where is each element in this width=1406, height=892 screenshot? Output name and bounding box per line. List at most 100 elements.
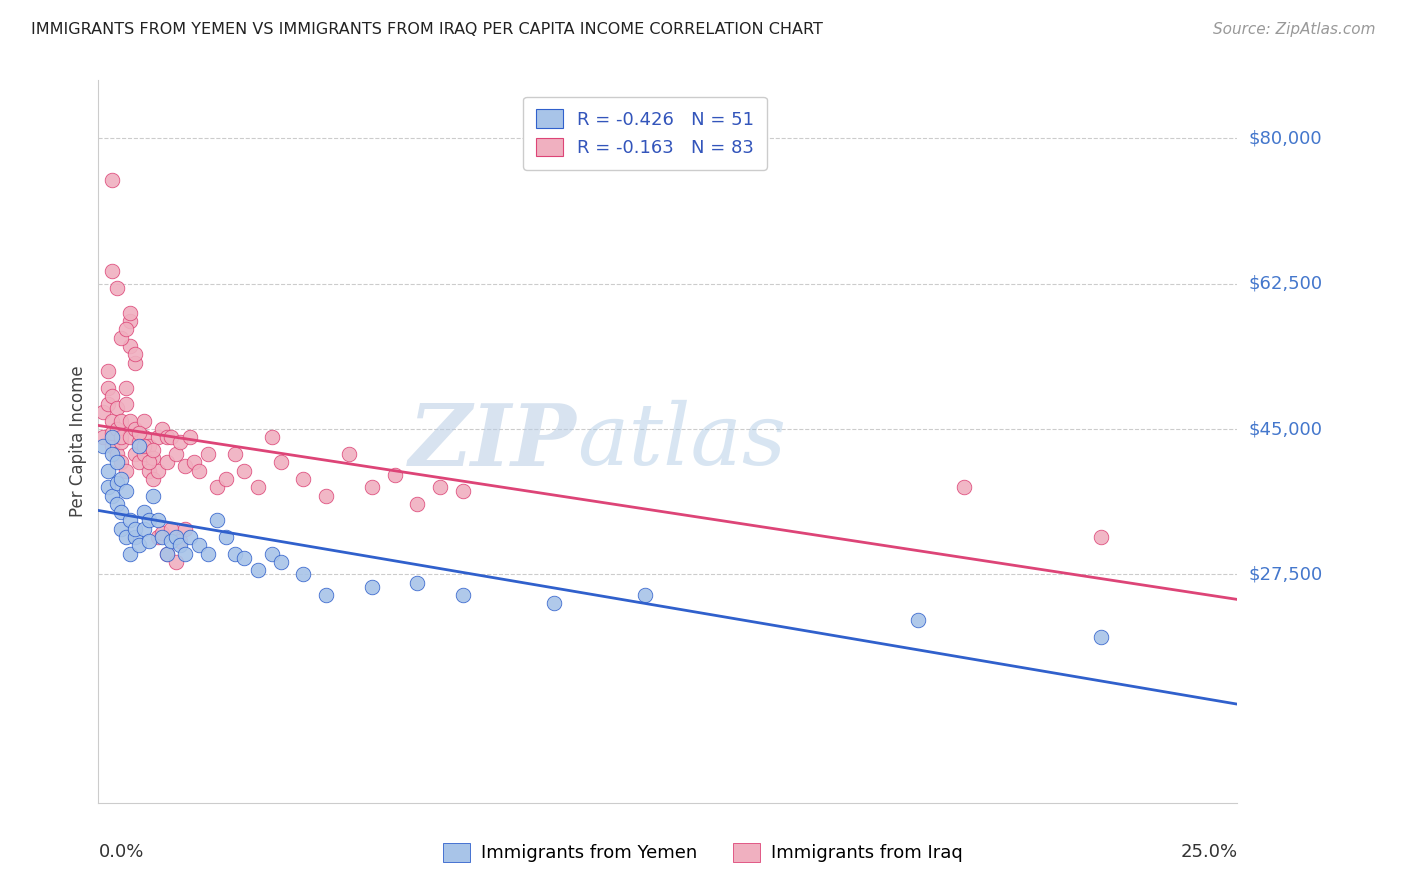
Point bbox=[165, 447, 187, 461]
Point bbox=[124, 347, 146, 361]
Point bbox=[110, 434, 132, 449]
Point bbox=[128, 426, 150, 441]
Point bbox=[120, 314, 142, 328]
Point bbox=[132, 447, 155, 461]
Point bbox=[114, 397, 136, 411]
Point bbox=[150, 422, 173, 436]
Point bbox=[174, 459, 197, 474]
Point bbox=[110, 414, 132, 428]
Point bbox=[292, 567, 315, 582]
Point bbox=[292, 472, 315, 486]
Point bbox=[187, 538, 209, 552]
Point bbox=[246, 480, 269, 494]
Text: atlas: atlas bbox=[576, 401, 786, 483]
Point bbox=[110, 331, 132, 345]
Point bbox=[360, 580, 382, 594]
Point bbox=[124, 447, 146, 461]
Point bbox=[156, 430, 179, 444]
Point bbox=[120, 339, 142, 353]
Text: $45,000: $45,000 bbox=[1249, 420, 1323, 438]
Point bbox=[197, 447, 219, 461]
Y-axis label: Per Capita Income: Per Capita Income bbox=[69, 366, 87, 517]
Text: $62,500: $62,500 bbox=[1249, 275, 1323, 293]
Point bbox=[101, 264, 124, 278]
Point bbox=[179, 530, 201, 544]
Text: 0.0%: 0.0% bbox=[98, 843, 143, 861]
Point bbox=[142, 442, 165, 457]
Point bbox=[120, 430, 142, 444]
Point bbox=[197, 547, 219, 561]
Point bbox=[114, 464, 136, 478]
Point bbox=[138, 455, 160, 469]
Point bbox=[953, 480, 976, 494]
Point bbox=[132, 414, 155, 428]
Point bbox=[114, 380, 136, 394]
Point bbox=[169, 434, 191, 449]
Legend: Immigrants from Yemen, Immigrants from Iraq: Immigrants from Yemen, Immigrants from I… bbox=[436, 836, 970, 870]
Point bbox=[110, 472, 132, 486]
Point bbox=[187, 464, 209, 478]
Point bbox=[233, 464, 256, 478]
Legend: R = -0.426   N = 51, R = -0.163   N = 83: R = -0.426 N = 51, R = -0.163 N = 83 bbox=[523, 96, 768, 169]
Point bbox=[120, 547, 142, 561]
Point bbox=[337, 447, 360, 461]
Point bbox=[156, 547, 179, 561]
Point bbox=[315, 588, 337, 602]
Point bbox=[160, 522, 183, 536]
Point bbox=[174, 522, 197, 536]
Text: 25.0%: 25.0% bbox=[1180, 843, 1237, 861]
Point bbox=[101, 426, 124, 441]
Point bbox=[105, 422, 128, 436]
Point bbox=[224, 547, 246, 561]
Point bbox=[105, 447, 128, 461]
Point bbox=[120, 414, 142, 428]
Point bbox=[105, 476, 128, 491]
Point bbox=[96, 397, 118, 411]
Point bbox=[179, 430, 201, 444]
Point bbox=[96, 364, 118, 378]
Point bbox=[105, 281, 128, 295]
Point bbox=[138, 534, 160, 549]
Point bbox=[233, 550, 256, 565]
Point bbox=[406, 497, 429, 511]
Point bbox=[101, 439, 124, 453]
Point bbox=[150, 530, 173, 544]
Point bbox=[543, 597, 565, 611]
Point bbox=[101, 414, 124, 428]
Point bbox=[105, 401, 128, 416]
Point bbox=[101, 389, 124, 403]
Point bbox=[96, 480, 118, 494]
Point bbox=[91, 430, 114, 444]
Point bbox=[124, 530, 146, 544]
Point bbox=[270, 555, 292, 569]
Point bbox=[114, 530, 136, 544]
Point bbox=[110, 455, 132, 469]
Point bbox=[101, 173, 124, 187]
Point bbox=[120, 513, 142, 527]
Point bbox=[165, 530, 187, 544]
Point bbox=[142, 489, 165, 503]
Point bbox=[205, 480, 228, 494]
Point bbox=[169, 534, 191, 549]
Point bbox=[165, 555, 187, 569]
Point bbox=[270, 455, 292, 469]
Point bbox=[142, 472, 165, 486]
Text: ZIP: ZIP bbox=[409, 400, 576, 483]
Text: $80,000: $80,000 bbox=[1249, 129, 1322, 147]
Point bbox=[1090, 530, 1112, 544]
Point bbox=[160, 430, 183, 444]
Point bbox=[260, 547, 283, 561]
Point bbox=[138, 513, 160, 527]
Point bbox=[150, 525, 173, 540]
Point bbox=[160, 534, 183, 549]
Point bbox=[634, 588, 657, 602]
Point bbox=[96, 464, 118, 478]
Point bbox=[215, 530, 238, 544]
Point bbox=[138, 439, 160, 453]
Point bbox=[169, 538, 191, 552]
Point bbox=[105, 497, 128, 511]
Point bbox=[146, 513, 169, 527]
Point bbox=[128, 434, 150, 449]
Point bbox=[124, 422, 146, 436]
Point bbox=[406, 575, 429, 590]
